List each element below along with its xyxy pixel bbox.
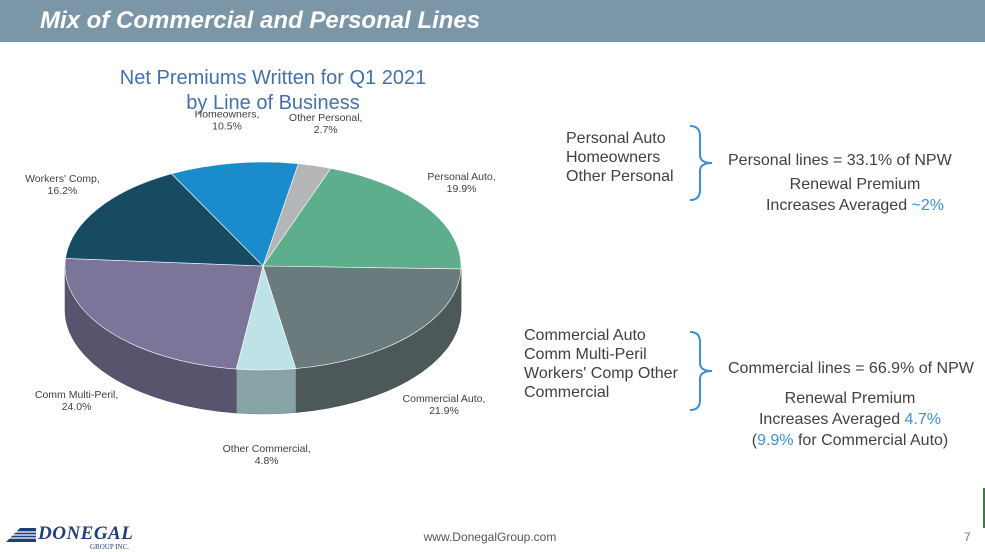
pie-side-other-commercial: [236, 368, 296, 415]
commercial-brace-icon: [689, 331, 713, 411]
chart-title-line-1: Net Premiums Written for Q1 2021: [119, 67, 427, 89]
pie-label-name: Commercial Auto,: [403, 393, 486, 405]
header-bar: Mix of Commercial and Personal Lines: [0, 0, 985, 42]
commercial-item-workers: Workers' Comp Other: [524, 365, 678, 382]
commercial-item-auto: Commercial Auto: [524, 327, 646, 344]
logo-mark-icon: [6, 528, 36, 542]
pie-slice-other-personal: [262, 163, 332, 267]
pie-label-name: Other Personal,: [289, 112, 363, 124]
logo-text: DONEGAL: [38, 523, 134, 544]
pie-slice-comm-multi-peril: [64, 258, 264, 370]
personal-item-other: Other Personal: [566, 168, 674, 185]
logo-subtext: GROUP INC.: [90, 543, 130, 551]
commercial-renewal-value: 4.7%: [904, 411, 942, 428]
donegal-logo: DONEGAL GROUP INC.: [6, 523, 146, 551]
personal-summary: Personal lines = 33.1% of NPW: [728, 152, 952, 169]
braces: [689, 125, 713, 411]
pie-label-other-personal: Other Personal,2.7%: [289, 112, 363, 136]
pie-label-name: Personal Auto,: [427, 171, 495, 183]
pie-label-value: 4.8%: [255, 455, 279, 467]
pie-slice-personal-auto: [262, 167, 462, 270]
pie-label-name: Other Commercial,: [223, 443, 311, 455]
personal-brace-icon: [689, 125, 713, 201]
commercial-auto-renewal: (9.9% for Commercial Auto): [735, 430, 965, 451]
pie-label-other-commercial: Other Commercial,4.8%: [223, 443, 311, 467]
pie-label-name: Comm Multi-Peril,: [35, 389, 118, 401]
pie-slice-commercial-auto: [262, 265, 462, 369]
pie-slice-homeowners: [170, 161, 299, 267]
pie-label-value: 10.5%: [212, 121, 242, 133]
pie-label-commercial-auto: Commercial Auto,21.9%: [403, 393, 486, 417]
pie-label-comm-multi-peril: Comm Multi-Peril,24.0%: [35, 389, 118, 413]
personal-item-homeowners: Homeowners: [566, 149, 661, 166]
commercial-item-other: Commercial: [524, 384, 610, 401]
pie-label-name: Workers' Comp,: [25, 173, 100, 185]
pie-slices: [64, 161, 462, 371]
pie-label-value: 24.0%: [62, 401, 92, 413]
commercial-renewal-line2: Increases Averaged 4.7%: [735, 409, 965, 430]
chart-title: Net Premiums Written for Q1 2021 by Line…: [88, 66, 458, 116]
pie-label-homeowners: Homeowners,10.5%: [195, 109, 260, 133]
pie-slice-workers-comp: [65, 173, 264, 267]
commercial-auto-label: for Commercial Auto): [793, 432, 949, 449]
commercial-renewal: Renewal Premium Increases Averaged 4.7% …: [735, 388, 965, 451]
pie-label-name: Homeowners,: [195, 109, 260, 121]
commercial-renewal-label: Increases Averaged: [758, 411, 905, 428]
personal-lines-list: Personal Auto Homeowners Other Personal: [566, 129, 674, 186]
personal-renewal-value: ~2%: [911, 197, 945, 214]
commercial-auto-value: 9.9%: [757, 432, 794, 449]
commercial-renewal-line1: Renewal Premium: [784, 390, 916, 407]
pie-label-workers-comp: Workers' Comp,16.2%: [25, 173, 100, 197]
pie-label-personal-auto: Personal Auto,19.9%: [427, 171, 495, 195]
pie-label-value: 21.9%: [429, 405, 459, 417]
personal-renewal-label: Increases Averaged: [765, 197, 912, 214]
pie-label-value: 16.2%: [48, 185, 78, 197]
edge-accent: [983, 488, 985, 528]
commercial-item-cmp: Comm Multi-Peril: [524, 346, 647, 363]
pie-labels: Personal Auto,19.9% Commercial Auto,21.9%…: [25, 109, 496, 467]
commercial-summary: Commercial lines = 66.9% of NPW: [728, 360, 974, 377]
footer-url[interactable]: www.DonegalGroup.com: [423, 530, 557, 544]
chart-title-line-2: by Line of Business: [186, 92, 360, 114]
page-number: 7: [964, 530, 971, 544]
commercial-lines-list: Commercial Auto Comm Multi-Peril Workers…: [524, 326, 678, 402]
commercial-auto-open: (: [751, 432, 758, 449]
pie-label-value: 2.7%: [314, 124, 338, 136]
pie-label-value: 19.9%: [447, 183, 477, 195]
personal-item-auto: Personal Auto: [566, 130, 666, 147]
personal-renewal-line2: Increases Averaged ~2%: [740, 195, 970, 216]
personal-renewal-line1: Renewal Premium: [789, 176, 921, 193]
page-title: Mix of Commercial and Personal Lines: [40, 7, 481, 34]
personal-renewal: Renewal Premium Increases Averaged ~2%: [740, 174, 970, 216]
